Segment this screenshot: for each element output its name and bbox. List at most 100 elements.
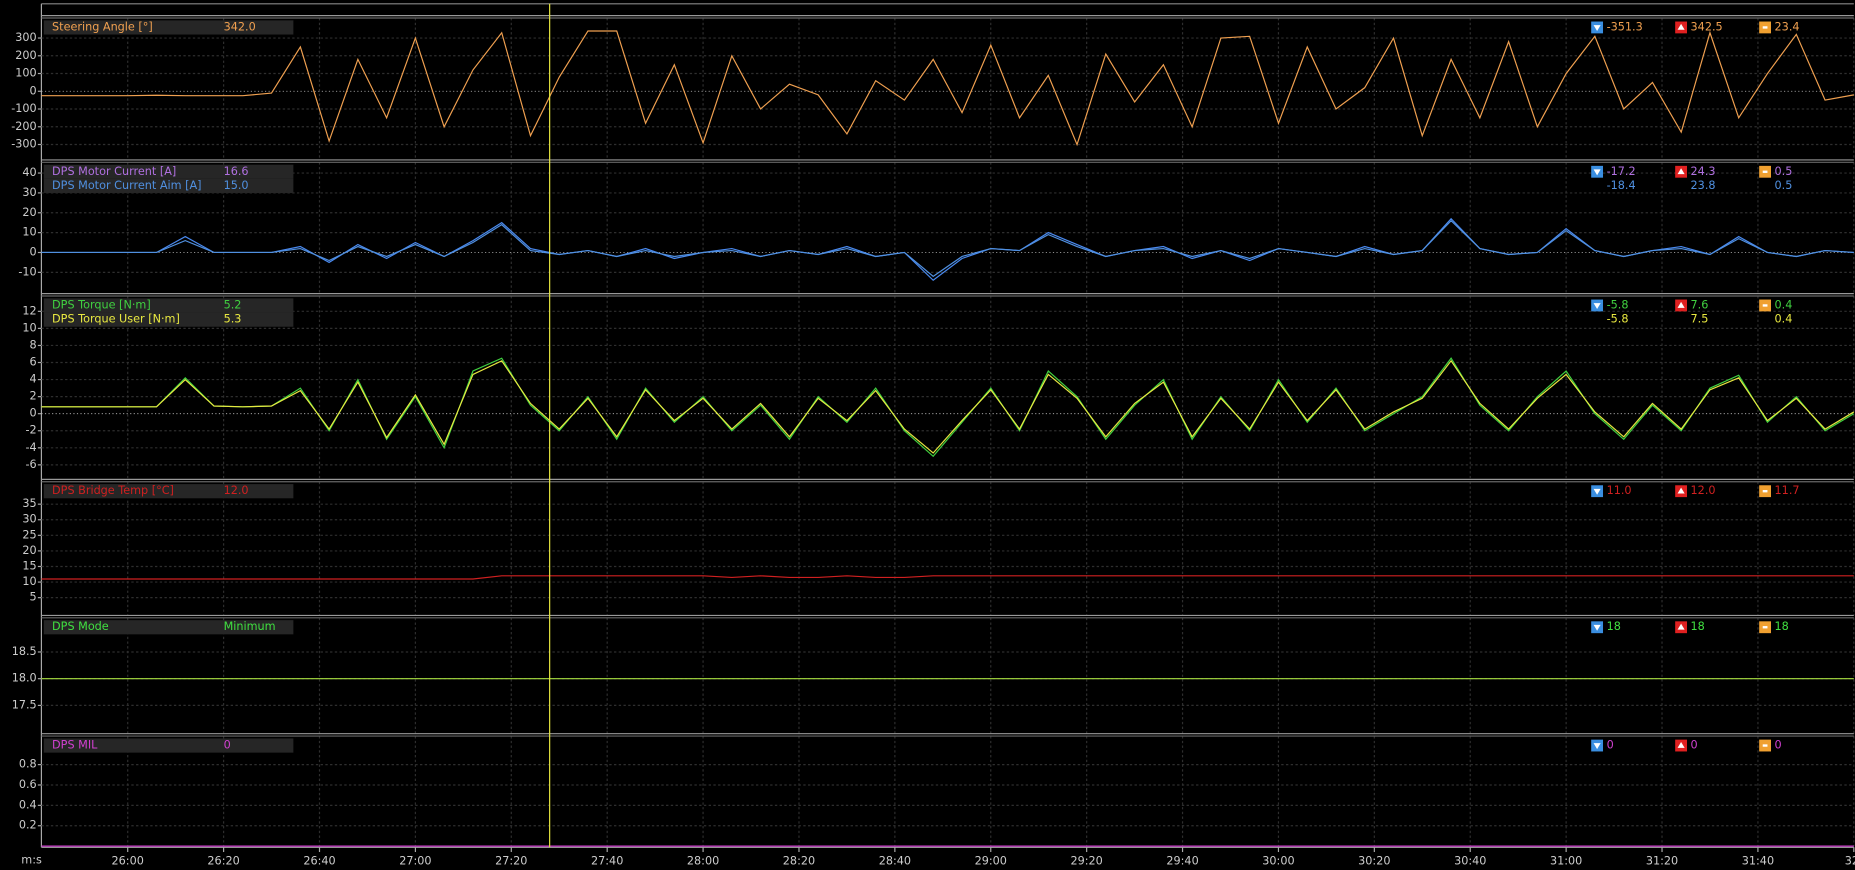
- series-name: DPS Motor Current [A]: [52, 165, 176, 178]
- series-name: Steering Angle [°]: [52, 20, 153, 33]
- series-name: DPS Torque User [N·m]: [52, 313, 180, 326]
- stat-icon-glyph: [1677, 168, 1685, 175]
- y-tick-label: -2: [25, 424, 36, 437]
- stat-icon-glyph: [1677, 487, 1685, 494]
- stat-max: 0: [1691, 739, 1698, 752]
- x-tick-label: 29:20: [1070, 854, 1102, 867]
- y-tick-label: -4: [25, 441, 36, 454]
- stat-icon-glyph: [1677, 741, 1685, 748]
- stat-min: -5.8: [1607, 298, 1629, 311]
- y-tick-label: 20: [22, 544, 36, 557]
- x-tick-label: 32:: [1845, 854, 1855, 867]
- stat-icon-glyph: [1677, 623, 1685, 630]
- stat-avg: 0: [1775, 739, 1782, 752]
- y-tick-label: 10: [22, 575, 36, 588]
- cursor-value: 12.0: [224, 484, 249, 497]
- stat-icon-glyph: [1677, 301, 1685, 308]
- y-tick-label: 12: [22, 304, 36, 317]
- x-axis-label: m:s: [21, 853, 42, 866]
- stat-avg: 0.4: [1775, 298, 1793, 311]
- stat-min: -351.3: [1607, 20, 1643, 33]
- x-tick-label: 28:40: [879, 854, 911, 867]
- stat-max: 18: [1691, 620, 1705, 633]
- stat-max: 24.3: [1691, 165, 1716, 178]
- stat-avg: 18: [1775, 620, 1789, 633]
- x-tick-label: 27:20: [495, 854, 527, 867]
- x-tick-label: 29:00: [975, 854, 1007, 867]
- label-background: [43, 164, 294, 179]
- y-tick-label: -100: [11, 102, 36, 115]
- trace: [41, 219, 1854, 278]
- trace: [41, 30, 1854, 147]
- stat-max: 7.6: [1691, 298, 1709, 311]
- y-tick-label: 0: [30, 84, 37, 97]
- stat-icon-glyph: [1593, 303, 1601, 310]
- cursor-value: 342.0: [224, 20, 256, 33]
- stat-min: -17.2: [1607, 165, 1636, 178]
- stat-min: -5.8: [1607, 313, 1629, 326]
- x-tick-label: 26:40: [303, 854, 335, 867]
- stat-icon-glyph: [1762, 626, 1768, 629]
- stat-icon-glyph: [1762, 744, 1768, 747]
- stat-max: 23.8: [1691, 179, 1716, 192]
- stat-min: -18.4: [1607, 179, 1636, 192]
- stat-icon-glyph: [1593, 743, 1601, 750]
- stat-avg: 0.5: [1775, 165, 1793, 178]
- stat-min: 0: [1607, 739, 1614, 752]
- series-name: DPS MIL: [52, 739, 98, 752]
- label-background: [43, 20, 294, 35]
- y-tick-label: 0.8: [19, 758, 37, 771]
- stat-avg: 23.4: [1775, 20, 1800, 33]
- stat-icon-glyph: [1762, 170, 1768, 173]
- y-tick-label: 4: [30, 373, 37, 386]
- stat-max: 12.0: [1691, 484, 1716, 497]
- series-name: DPS Bridge Temp [°C]: [52, 484, 174, 497]
- y-tick-label: 30: [22, 513, 36, 526]
- x-tick-label: 30:20: [1358, 854, 1390, 867]
- stat-icon-glyph: [1593, 25, 1601, 31]
- label-background: [43, 484, 294, 499]
- label-background: [43, 620, 294, 635]
- stat-icon-glyph: [1762, 304, 1768, 307]
- y-tick-label: 0.4: [19, 798, 37, 811]
- label-background: [43, 178, 294, 194]
- y-tick-label: 300: [15, 31, 36, 44]
- x-tick-label: 31:40: [1742, 854, 1774, 867]
- cursor-value: 5.3: [224, 313, 242, 326]
- y-tick-label: 2: [30, 390, 37, 403]
- y-tick-label: 10: [22, 321, 36, 334]
- y-tick-label: 25: [22, 528, 36, 541]
- stat-min: 18: [1607, 620, 1621, 633]
- y-tick-label: 40: [22, 166, 36, 179]
- x-tick-label: 28:20: [783, 854, 815, 867]
- cursor-value: 0: [224, 739, 231, 752]
- y-tick-label: 8: [30, 338, 37, 351]
- label-background: [43, 312, 294, 327]
- y-tick-label: 30: [22, 186, 36, 199]
- cursor-value: Minimum: [224, 620, 276, 633]
- stat-icon-glyph: [1762, 490, 1768, 493]
- y-tick-label: 10: [22, 226, 36, 239]
- x-tick-label: 30:00: [1262, 854, 1294, 867]
- y-tick-label: 200: [15, 49, 36, 62]
- y-tick-label: 100: [15, 67, 36, 80]
- x-tick-label: 31:00: [1550, 854, 1582, 867]
- y-tick-label: -10: [18, 265, 36, 278]
- y-tick-label: 5: [30, 591, 37, 604]
- stat-icon-glyph: [1593, 624, 1601, 631]
- y-tick-label: 20: [22, 206, 36, 219]
- x-tick-label: 30:40: [1454, 854, 1486, 867]
- stat-avg: 11.7: [1775, 484, 1800, 497]
- x-tick-label: 27:00: [399, 854, 431, 867]
- label-background: [43, 298, 294, 313]
- cursor-value: 15.0: [224, 179, 249, 192]
- x-tick-label: 27:40: [591, 854, 623, 867]
- series-name: DPS Mode: [52, 620, 109, 633]
- x-tick-label: 28:00: [687, 854, 719, 867]
- y-tick-label: 0: [30, 407, 37, 420]
- x-tick-label: 26:00: [112, 854, 144, 867]
- y-tick-label: 0: [30, 246, 37, 259]
- stat-icon-glyph: [1593, 169, 1601, 176]
